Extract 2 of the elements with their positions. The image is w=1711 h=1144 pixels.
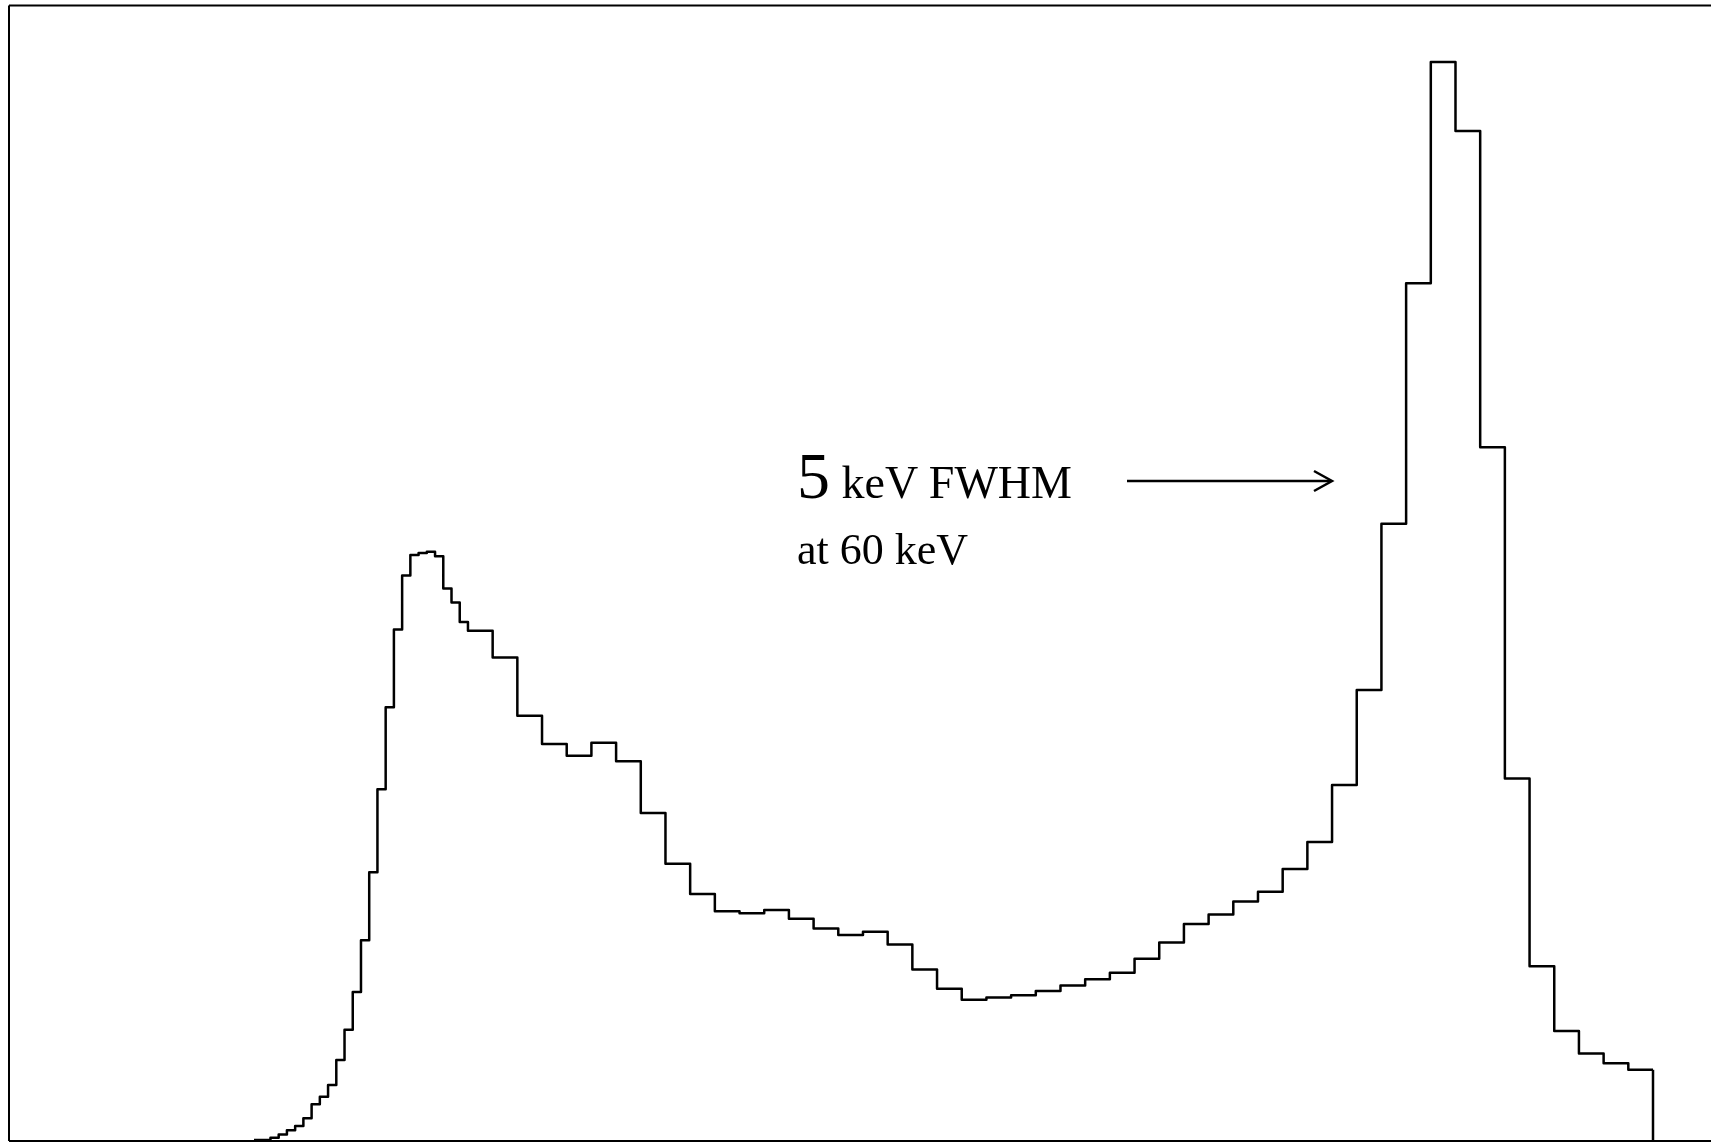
annotation: at 60 keV: [797, 525, 969, 574]
annotation: 5 keV FWHM: [797, 439, 1072, 512]
